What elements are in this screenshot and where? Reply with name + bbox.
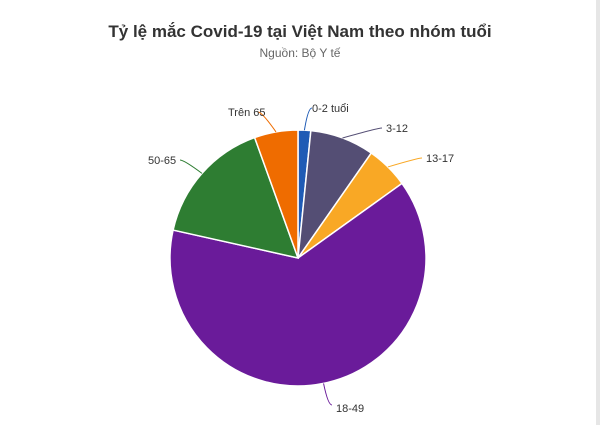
pie-slice-50-65[interactable] <box>172 136 300 260</box>
pie-slice-trên-65[interactable] <box>253 129 299 259</box>
slice-label: 13-17 <box>426 153 454 165</box>
slice-label: 0-2 tuổi <box>312 103 349 115</box>
scrollbar-track <box>596 0 600 425</box>
chart-subtitle: Nguồn: Bộ Y tế <box>259 46 341 60</box>
connector-line <box>257 111 277 133</box>
chart-title: Tỷ lệ mắc Covid-19 tại Việt Nam theo nhó… <box>108 22 492 41</box>
connector-line <box>303 107 313 131</box>
connector-line <box>342 127 383 139</box>
slice-label: 18-49 <box>336 403 364 415</box>
slice-label: 3-12 <box>386 123 408 135</box>
slice-label: 50-65 <box>148 155 176 167</box>
slice-label: Trên 65 <box>228 107 266 119</box>
connector-line <box>179 159 203 174</box>
pie-slice-18-49[interactable] <box>169 182 427 387</box>
connector-line <box>387 157 423 168</box>
connector-line <box>323 383 333 406</box>
